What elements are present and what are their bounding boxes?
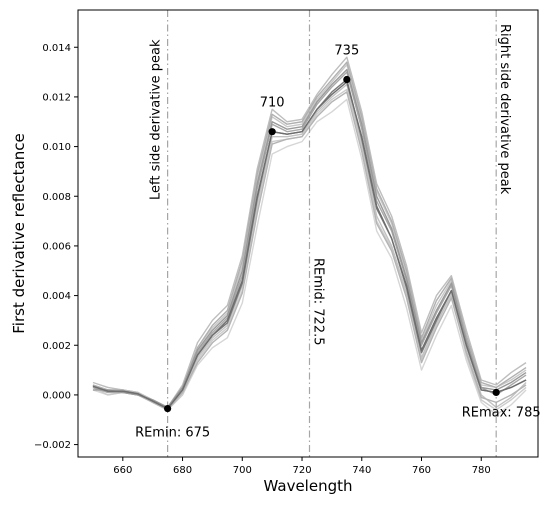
y-tick-label: 0.012 — [42, 92, 71, 103]
x-tick-label: 740 — [352, 465, 371, 476]
x-tick-label: 780 — [472, 465, 491, 476]
remax-label: REmax: 785 — [462, 405, 541, 420]
y-tick-label: 0.004 — [42, 291, 71, 302]
x-tick-label: 720 — [292, 465, 311, 476]
y-tick-label: 0.006 — [42, 241, 71, 252]
x-tick-label: 760 — [412, 465, 431, 476]
x-axis-ticks: 660 680 700 720 740 760 780 — [113, 457, 491, 476]
marker-layer — [164, 75, 500, 413]
x-tick-label: 660 — [113, 465, 132, 476]
peak-735-label: 735 — [334, 44, 359, 59]
y-tick-label: 0.002 — [42, 341, 71, 352]
plot-frame — [77, 9, 539, 458]
vline-layer — [167, 10, 497, 457]
y-axis-label: First derivative reflectance — [10, 133, 28, 333]
right-peak-label: Right side derivative peak — [497, 24, 512, 195]
x-tick-label: 700 — [233, 465, 252, 476]
y-axis-ticks: −0.002 0.000 0.002 0.004 0.006 0.008 0.010 0.01… — [34, 43, 78, 451]
y-tick-label: 0.010 — [42, 142, 71, 153]
y-tick-label: 0.014 — [42, 43, 71, 54]
peak-710-label: 710 — [260, 96, 285, 111]
x-tick-label: 680 — [173, 465, 192, 476]
remid-label: REmid: 722.5 — [310, 258, 325, 346]
point-marker — [164, 404, 172, 413]
y-tick-label: 0.000 — [42, 390, 71, 401]
remin-label: REmin: 675 — [135, 426, 210, 441]
y-tick-label: −0.002 — [34, 440, 71, 451]
x-axis-label: Wavelength — [264, 477, 353, 495]
point-marker — [268, 128, 276, 136]
y-tick-label: 0.008 — [42, 192, 71, 203]
point-marker — [343, 75, 351, 84]
left-peak-label: Left side derivative peak — [149, 39, 164, 200]
annotation-layer: Left side derivative peak REmid: 722.5 Rig… — [135, 24, 541, 441]
point-marker — [492, 388, 500, 397]
